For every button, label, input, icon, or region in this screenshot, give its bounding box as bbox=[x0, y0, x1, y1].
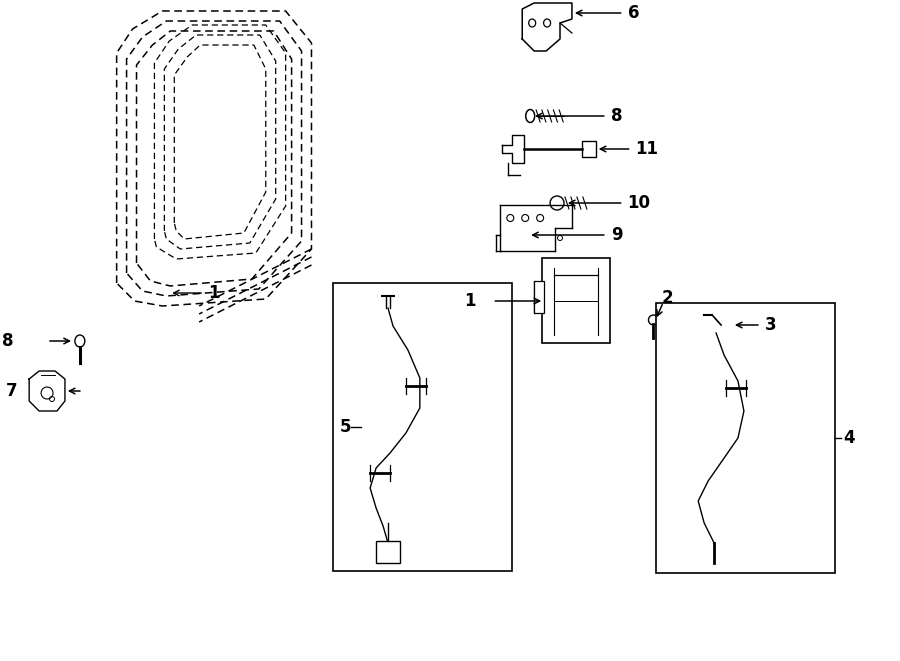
Bar bbox=[706, 309, 732, 341]
Text: 9: 9 bbox=[611, 226, 622, 244]
Bar bbox=[333, 283, 512, 571]
Text: 1: 1 bbox=[464, 292, 476, 310]
Text: 10: 10 bbox=[627, 194, 651, 212]
Text: 5: 5 bbox=[339, 418, 351, 436]
Text: 3: 3 bbox=[765, 316, 777, 334]
Bar bbox=[542, 258, 609, 343]
Text: 8: 8 bbox=[2, 332, 14, 350]
Text: 11: 11 bbox=[635, 140, 659, 158]
Text: 7: 7 bbox=[5, 382, 17, 400]
Bar bbox=[656, 303, 835, 573]
Text: 6: 6 bbox=[627, 4, 639, 22]
Text: 4: 4 bbox=[843, 429, 855, 447]
Bar bbox=[535, 281, 544, 313]
Text: 2: 2 bbox=[662, 289, 673, 307]
Bar bbox=[582, 141, 596, 157]
Bar bbox=[376, 541, 400, 563]
Text: 8: 8 bbox=[611, 107, 622, 125]
Text: 1: 1 bbox=[208, 284, 220, 302]
